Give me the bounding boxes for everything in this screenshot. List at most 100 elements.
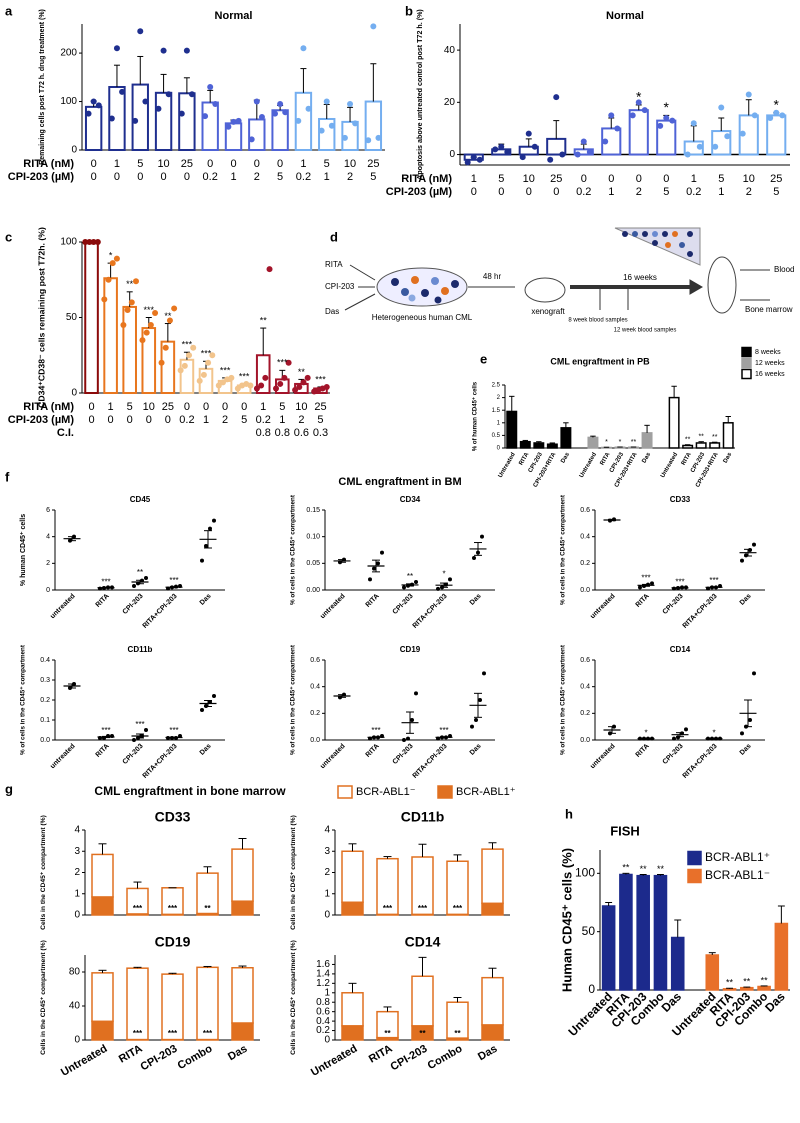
data-point — [372, 566, 376, 571]
data-point — [68, 538, 72, 543]
data-point — [375, 134, 382, 141]
x-tick-label: 0 — [203, 401, 209, 413]
y-tick-label: 100 — [575, 866, 595, 880]
data-point — [676, 586, 680, 590]
data-point — [476, 550, 480, 555]
x-tick-label: 5 — [137, 158, 143, 170]
x-tick-label: 0 — [207, 158, 213, 170]
panel-label: b — [405, 3, 413, 18]
data-point — [277, 380, 284, 387]
data-point — [136, 736, 140, 740]
data-point — [444, 582, 448, 587]
legend-label: 16 weeks — [755, 371, 785, 378]
x-tick-label: 5 — [498, 173, 504, 185]
bar — [695, 442, 707, 449]
x-tick-label: 0 — [184, 171, 190, 183]
legend-swatch — [741, 346, 752, 358]
significance: ** — [407, 572, 413, 581]
x-tick-label: 5 — [127, 401, 133, 413]
x-tick-label: 5 — [277, 171, 283, 183]
data-point — [650, 736, 654, 741]
data-point — [614, 125, 621, 132]
significance: * — [442, 569, 445, 578]
x-tick-label: CPI-203 — [389, 1043, 430, 1074]
bar-segment — [231, 967, 254, 1024]
data-point — [602, 138, 609, 145]
data-point — [273, 385, 280, 392]
x-tick-label: 1 — [718, 186, 724, 198]
data-point — [504, 148, 511, 155]
data-point — [285, 359, 292, 366]
bar — [131, 83, 149, 151]
x-tick-label: CPI-203 — [122, 743, 145, 766]
row-label: CPI-203 (µM) — [386, 186, 453, 198]
x-tick-label: 0 — [91, 171, 97, 183]
input-label: CPI-203 — [325, 282, 355, 291]
x-tick-label: 5 — [241, 414, 247, 426]
data-point — [406, 736, 410, 741]
x-tick-label: RITA — [681, 451, 693, 466]
x-tick-label: RITA+CPI-203 — [412, 593, 449, 630]
significance: *** — [439, 726, 448, 735]
bar — [641, 432, 653, 449]
data-point — [684, 727, 688, 732]
x-tick-label: RITA+CPI-203 — [682, 593, 719, 630]
bar — [587, 436, 599, 449]
data-point — [608, 112, 615, 119]
data-point — [739, 130, 746, 137]
y-axis-label: CD34⁺CD38⁻ cells remaining post T72h. (%… — [36, 227, 46, 408]
significance: ** — [622, 863, 630, 873]
y-tick-label: 0 — [46, 587, 50, 594]
row-label: RITA (nM) — [401, 173, 452, 185]
y-tick-label: 0.2 — [580, 710, 590, 717]
y-tick-label: 0 — [449, 149, 455, 160]
x-tick-label: 0 — [184, 401, 190, 413]
data-point — [105, 276, 112, 283]
x-tick-label: 2 — [298, 414, 304, 426]
bar — [533, 442, 545, 449]
legend-label: BCR-ABL1⁻ — [705, 868, 770, 882]
data-point — [646, 582, 650, 587]
data-point — [368, 577, 372, 582]
data-point — [608, 518, 612, 523]
legend-swatch — [741, 368, 752, 380]
bar-segment — [231, 1022, 254, 1041]
data-point — [586, 148, 593, 155]
x-tick-label: 10 — [295, 401, 307, 413]
y-tick-label: 0.4 — [580, 684, 590, 691]
data-point — [684, 151, 691, 158]
data-point — [177, 367, 184, 374]
x-tick-label: 0 — [108, 414, 114, 426]
bar — [670, 936, 685, 991]
y-axis-label: % of cells in the CD45⁺ compartment — [560, 494, 567, 605]
bar — [636, 874, 650, 991]
data-point — [472, 556, 476, 560]
data-point — [470, 724, 474, 729]
arrows — [344, 264, 770, 311]
x-tick-label: RITA — [365, 593, 381, 609]
x-tick-label: 1 — [324, 171, 330, 183]
bar-segment — [91, 972, 114, 1023]
y-axis-label: Cells in the CD45⁺ compartment (%) — [290, 815, 297, 930]
data-point — [406, 583, 410, 588]
data-point — [85, 110, 92, 117]
x-tick-label: 10 — [157, 158, 169, 170]
data-point — [170, 585, 174, 590]
y-tick-label: 0 — [71, 145, 77, 156]
panel-title: CD33 — [155, 809, 191, 825]
bar — [178, 92, 196, 152]
data-point — [338, 560, 342, 565]
data-point — [712, 143, 719, 150]
data-point — [638, 585, 642, 590]
x-tick-label: RITA — [95, 593, 111, 609]
x-tick-label: Das — [226, 1043, 249, 1063]
x-tick-label: 0.3 — [313, 427, 328, 439]
x-tick-label: CPI-203 — [122, 593, 145, 616]
bar — [709, 442, 721, 449]
data-point — [410, 582, 414, 587]
x-tick-label: 1 — [203, 414, 209, 426]
x-tick-label: RITA — [635, 593, 651, 609]
bar — [122, 305, 137, 394]
x-tick-label: 0 — [88, 414, 94, 426]
y-tick-label: 3 — [74, 846, 80, 857]
